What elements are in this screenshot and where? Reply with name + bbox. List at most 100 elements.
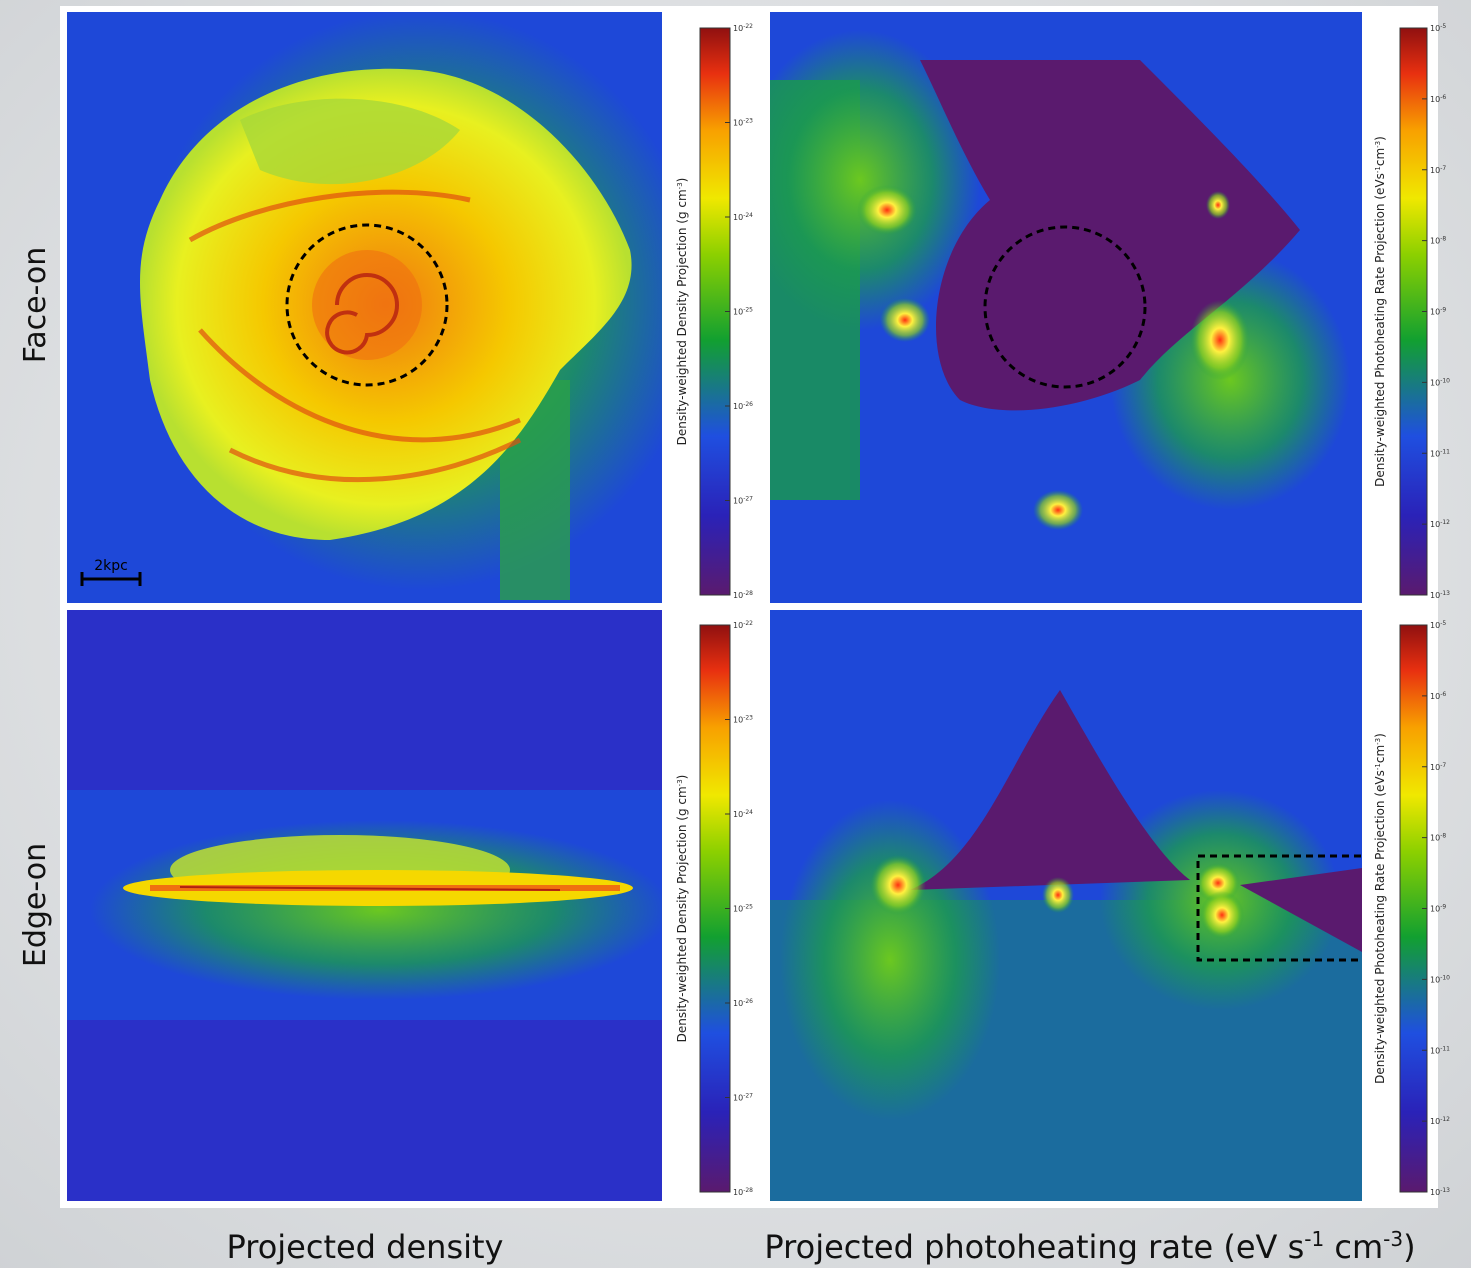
colorbar-label-part: Density-weighted Density Projection (g c… — [675, 786, 689, 1042]
tick-base: 10 — [733, 999, 743, 1008]
colorbar-label-part: cm — [1373, 148, 1387, 166]
tick-exp: -28 — [743, 1187, 753, 1194]
column-label-sup: -3 — [1383, 1227, 1403, 1251]
column-label-part: cm — [1324, 1228, 1383, 1266]
colorbar-label-part: ) — [1373, 733, 1387, 738]
colorbar-label-sup: -3 — [1374, 738, 1382, 745]
tick-base: 10 — [1430, 449, 1440, 458]
tick-base: 10 — [1430, 95, 1440, 104]
tick-base: 10 — [733, 497, 743, 506]
tick-exp: -27 — [743, 495, 753, 502]
image-edge-on-photoheating — [770, 610, 1364, 1201]
tick-base: 10 — [733, 1094, 743, 1103]
tick-base: 10 — [733, 905, 743, 914]
tick-base: 10 — [1430, 692, 1440, 701]
tick-exp: -6 — [1440, 690, 1446, 697]
tick-exp: -9 — [1440, 903, 1446, 910]
tick-base: 10 — [1430, 905, 1440, 914]
scale-bar-label: 2kpc — [94, 558, 128, 574]
row-label: Face-on — [18, 247, 53, 364]
colorbar-label-sup: -1 — [1374, 166, 1382, 173]
row-label: Edge-on — [18, 843, 53, 967]
colorbar-label: Density-weighted Photoheating Rate Proje… — [1373, 733, 1387, 1084]
tick-base: 10 — [1430, 763, 1440, 772]
column-label-sup: -1 — [1304, 1227, 1324, 1251]
column-label: Projected density — [227, 1228, 504, 1266]
tick-exp: -26 — [743, 401, 753, 408]
tick-base: 10 — [1430, 1046, 1440, 1055]
tick-exp: -9 — [1440, 306, 1446, 313]
image-face-on-photoheating — [740, 12, 1362, 603]
tick-exp: -22 — [743, 620, 753, 627]
tick-base: 10 — [1430, 591, 1440, 600]
tick-base: 10 — [1430, 166, 1440, 175]
tick-base: 10 — [733, 810, 743, 819]
colorbar-label-part: ) — [675, 178, 689, 183]
tick-base: 10 — [1430, 1117, 1440, 1126]
tick-exp: -10 — [1440, 974, 1450, 981]
tick-exp: -23 — [743, 714, 753, 721]
tick-exp: -7 — [1440, 761, 1446, 768]
colorbar-label: Density-weighted Photoheating Rate Proje… — [1373, 136, 1387, 487]
tick-base: 10 — [1430, 975, 1440, 984]
colorbar-label-part: ) — [675, 775, 689, 780]
tick-exp: -12 — [1440, 519, 1450, 526]
tick-exp: -8 — [1440, 235, 1446, 242]
tick-exp: -8 — [1440, 832, 1446, 839]
image-face-on-density — [67, 10, 700, 603]
tick-exp: -11 — [1440, 448, 1450, 455]
tick-base: 10 — [1430, 621, 1440, 630]
tick-exp: -10 — [1440, 377, 1450, 384]
colorbar-label: Density-weighted Density Projection (g c… — [675, 178, 689, 446]
colorbar-label-part: ) — [1373, 136, 1387, 141]
tick-base: 10 — [733, 591, 743, 600]
colorbar-label-part: cm — [1373, 745, 1387, 763]
colorbar-label-part: Density-weighted Density Projection (g c… — [675, 189, 689, 445]
image-edge-on-density — [67, 610, 670, 1201]
tick-base: 10 — [733, 402, 743, 411]
column-label-part: Projected density — [227, 1228, 504, 1266]
colorbar-label-sup: -1 — [1374, 763, 1382, 770]
tick-base: 10 — [1430, 308, 1440, 317]
tick-base: 10 — [1430, 834, 1440, 843]
tick-exp: -23 — [743, 117, 753, 124]
tick-exp: -13 — [1440, 590, 1450, 597]
tick-exp: -24 — [743, 212, 753, 219]
tick-exp: -25 — [743, 306, 753, 313]
tick-base: 10 — [733, 119, 743, 128]
tick-base: 10 — [1430, 1188, 1440, 1197]
figure: 2kpc Face-onEdge-onProjec — [0, 0, 1471, 1268]
tick-exp: -22 — [743, 23, 753, 30]
tick-base: 10 — [733, 308, 743, 317]
column-label-part: ) — [1403, 1228, 1415, 1266]
tick-exp: -12 — [1440, 1116, 1450, 1123]
tick-exp: -26 — [743, 998, 753, 1005]
tick-exp: -24 — [743, 809, 753, 816]
tick-base: 10 — [1430, 24, 1440, 33]
tick-exp: -7 — [1440, 164, 1446, 171]
tick-exp: -5 — [1440, 620, 1446, 627]
tick-base: 10 — [733, 621, 743, 630]
tick-base: 10 — [1430, 520, 1440, 529]
colorbar-label-part: Density-weighted Photoheating Rate Proje… — [1373, 770, 1387, 1084]
tick-exp: -27 — [743, 1092, 753, 1099]
column-label-part: Projected photoheating rate (eV s — [764, 1228, 1304, 1266]
tick-exp: -11 — [1440, 1045, 1450, 1052]
colorbar-label-part: Density-weighted Photoheating Rate Proje… — [1373, 173, 1387, 487]
colorbar-label-sup: -3 — [1374, 141, 1382, 148]
tick-base: 10 — [1430, 378, 1440, 387]
tick-exp: -28 — [743, 590, 753, 597]
tick-base: 10 — [733, 716, 743, 725]
colorbar-label: Density-weighted Density Projection (g c… — [675, 775, 689, 1043]
colorbar-label-sup: -3 — [676, 182, 684, 189]
tick-exp: -6 — [1440, 93, 1446, 100]
tick-exp: -5 — [1440, 23, 1446, 30]
tick-exp: -25 — [743, 903, 753, 910]
tick-base: 10 — [733, 24, 743, 33]
tick-base: 10 — [733, 1188, 743, 1197]
tick-exp: -13 — [1440, 1187, 1450, 1194]
page: 2kpc Face-onEdge-onProjec — [0, 0, 1471, 1268]
colorbar-label-sup: -3 — [676, 779, 684, 786]
tick-base: 10 — [733, 213, 743, 222]
tick-base: 10 — [1430, 237, 1440, 246]
